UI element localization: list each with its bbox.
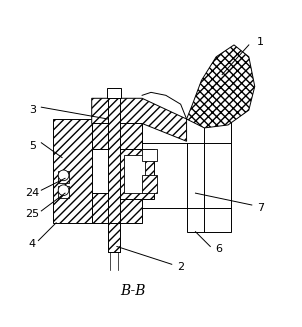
Text: B-B: B-B [120, 284, 146, 298]
Circle shape [58, 170, 69, 181]
Bar [142, 149, 157, 161]
Text: 2: 2 [177, 262, 184, 272]
Text: 25: 25 [25, 209, 40, 219]
Text: 4: 4 [29, 238, 36, 249]
Bar [108, 223, 120, 252]
Bar [187, 119, 231, 232]
Bar [92, 119, 142, 149]
Bar [124, 155, 145, 193]
Polygon shape [92, 98, 187, 141]
Bar [107, 88, 121, 98]
Text: 5: 5 [29, 141, 36, 151]
Text: 1: 1 [257, 37, 264, 47]
Circle shape [58, 185, 69, 196]
Polygon shape [187, 45, 255, 128]
Text: 7: 7 [257, 203, 264, 213]
Bar [58, 186, 69, 198]
Text: 3: 3 [29, 105, 36, 115]
Bar [115, 149, 154, 199]
Text: 6: 6 [216, 245, 223, 254]
Bar [142, 119, 231, 143]
Bar [142, 175, 157, 193]
Bar [53, 119, 92, 223]
Bar [58, 171, 69, 183]
Text: 24: 24 [25, 188, 40, 198]
Bar [108, 98, 120, 223]
Bar [92, 193, 142, 223]
Bar [92, 149, 115, 193]
